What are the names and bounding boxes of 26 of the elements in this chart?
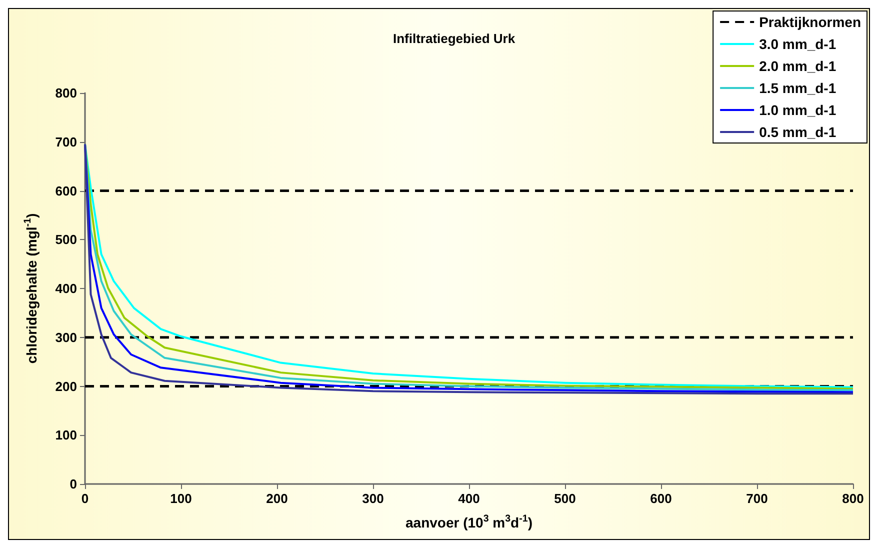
y-tick-label: 200 bbox=[55, 378, 77, 394]
legend-label: 1.5 mm_d-1 bbox=[759, 80, 836, 96]
chart-title: Infiltratiegebied Urk bbox=[392, 31, 516, 46]
legend-label: Praktijknormen bbox=[759, 14, 862, 30]
legend-label: 1.0 mm_d-1 bbox=[759, 102, 836, 118]
x-tick-label: 500 bbox=[554, 491, 576, 506]
y-tick-label: 700 bbox=[55, 134, 77, 150]
x-tick-label: 600 bbox=[650, 491, 672, 506]
x-tick-label: 200 bbox=[266, 491, 288, 506]
y-tick-label: 300 bbox=[55, 330, 77, 345]
x-tick-label: 100 bbox=[170, 491, 192, 506]
y-tick-label: 100 bbox=[55, 428, 77, 443]
x-tick-label: 0 bbox=[81, 491, 89, 506]
y-axis-title: chloridegehalte (mgl-1) bbox=[22, 213, 40, 364]
legend-label: 0.5 mm_d-1 bbox=[759, 124, 836, 140]
x-tick-label: 700 bbox=[746, 491, 768, 506]
x-tick-label: 300 bbox=[362, 491, 384, 506]
x-tick-label: 800 bbox=[842, 491, 864, 506]
legend-label: 2.0 mm_d-1 bbox=[759, 58, 836, 74]
y-tick-label: 400 bbox=[55, 281, 77, 296]
y-tick-label: 500 bbox=[55, 232, 77, 248]
x-tick-label: 400 bbox=[458, 491, 480, 506]
y-tick-label: 0 bbox=[70, 476, 77, 492]
y-tick-label: 600 bbox=[55, 183, 77, 198]
y-tick-label: 800 bbox=[55, 86, 77, 100]
legend-label: 3.0 mm_d-1 bbox=[759, 36, 836, 52]
